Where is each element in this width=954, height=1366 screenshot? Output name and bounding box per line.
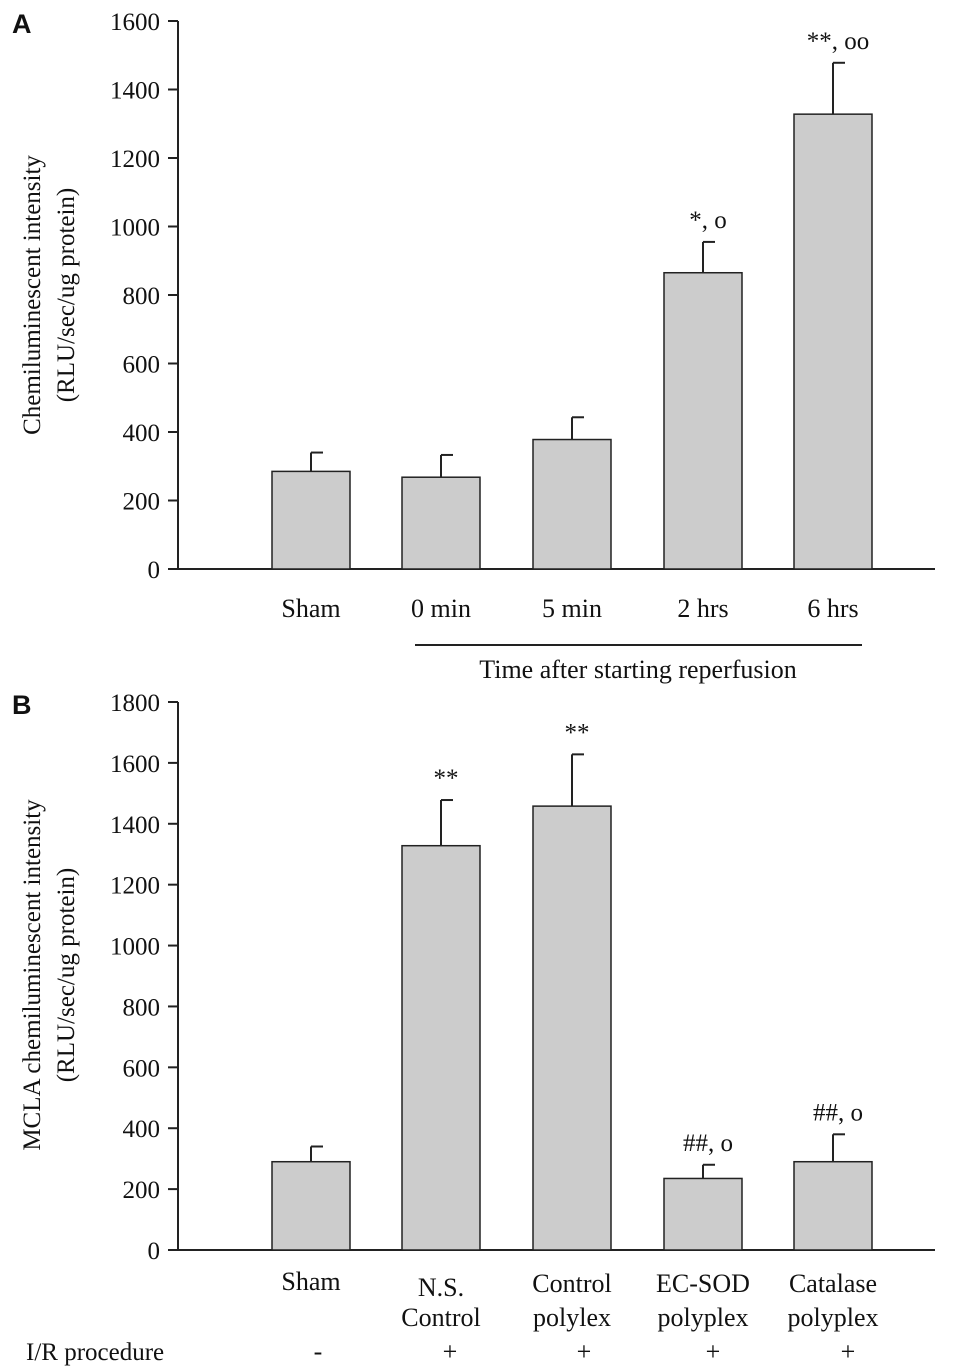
- panel-b-x-labels: Sham N.S.ControlControlpolylexEC-SODpolyp…: [281, 1267, 878, 1332]
- significance-annotation: *, o: [689, 207, 727, 234]
- bar: [271, 470, 351, 570]
- procedure-value: +: [841, 1337, 856, 1366]
- significance-annotation: **: [565, 719, 590, 746]
- panel-b-procedure-label: I/R procedure: [26, 1339, 164, 1366]
- panel-a-label: A: [12, 9, 32, 39]
- x-category-label: Control: [401, 1303, 480, 1332]
- y-tick-label: 1600: [110, 751, 160, 778]
- y-tick-label: 1200: [110, 873, 160, 900]
- y-tick-label: 0: [148, 1238, 161, 1265]
- bar: [663, 1177, 743, 1251]
- y-tick-label: 0: [148, 557, 161, 584]
- x-category-label: 0 min: [411, 594, 471, 623]
- bar: [271, 1160, 351, 1251]
- x-category-label: polyplex: [658, 1303, 749, 1332]
- y-tick-label: 1400: [110, 78, 160, 105]
- procedure-value: +: [577, 1337, 592, 1366]
- y-tick-label: 600: [123, 352, 161, 379]
- y-tick-label: 200: [123, 1177, 161, 1204]
- procedure-value: +: [706, 1337, 721, 1366]
- panel-a-ylabel-line2: (RLU/sec/ug protein): [53, 188, 80, 403]
- panel-a-bars: *, o **, oo: [271, 28, 873, 570]
- panel-b-procedure-values: - + + + +: [314, 1337, 856, 1366]
- y-tick-label: 600: [123, 1055, 161, 1082]
- bar: [401, 844, 481, 1251]
- bar: [793, 1160, 873, 1251]
- significance-annotation: ##, o: [683, 1130, 733, 1157]
- procedure-value: +: [443, 1337, 458, 1366]
- y-tick-label: 1600: [110, 9, 160, 36]
- y-tick-label: 400: [123, 1116, 161, 1143]
- y-tick-label: 400: [123, 420, 161, 447]
- y-tick-label: 800: [123, 283, 161, 310]
- y-tick-label: 1000: [110, 934, 160, 961]
- panel-b-label: B: [12, 690, 32, 720]
- y-tick-label: 1800: [110, 690, 160, 717]
- significance-annotation: ##, o: [813, 1099, 863, 1126]
- x-category-label: Control: [532, 1269, 611, 1298]
- bar: [532, 438, 612, 570]
- x-category-label: 2 hrs: [677, 594, 728, 623]
- x-category-label: polylex: [533, 1303, 611, 1332]
- panel-b-bars: ** ** ##, o ##, o: [271, 719, 873, 1251]
- x-category-label: 5 min: [542, 594, 602, 623]
- panel-a-ylabel-line1: Chemiluminescent intensity: [19, 155, 46, 435]
- y-tick-label: 1400: [110, 812, 160, 839]
- panel-a-group-label: Time after starting reperfusion: [479, 655, 796, 684]
- x-category-label: 6 hrs: [807, 594, 858, 623]
- significance-annotation: **: [434, 765, 459, 792]
- y-tick-label: 800: [123, 994, 161, 1021]
- panel-a-y-axis: 0 200 400 600 800 1000 1200 1400 1600: [110, 9, 935, 584]
- panel-a-x-labels: Sham 0 min 5 min 2 hrs 6 hrs: [281, 594, 858, 623]
- y-tick-label: 200: [123, 489, 161, 516]
- y-tick-label: 1000: [110, 215, 160, 242]
- bar: [532, 805, 612, 1251]
- x-category-label: Catalase: [789, 1269, 877, 1298]
- bar: [663, 271, 743, 570]
- panel-a-chart: A Chemiluminescent intensity (RLU/sec/ug…: [12, 9, 935, 684]
- significance-annotation: **, oo: [807, 28, 870, 55]
- panel-b-ylabel-line2: (RLU/sec/ug protein): [53, 868, 80, 1083]
- x-category-label: polyplex: [788, 1303, 879, 1332]
- x-category-label: N.S.: [418, 1273, 464, 1302]
- x-category-label: EC-SOD: [656, 1269, 750, 1298]
- panel-b-chart: B MCLA chemiluminescent intensity (RLU/s…: [12, 690, 935, 1366]
- x-category-label: Sham: [281, 1267, 340, 1296]
- procedure-value: -: [314, 1337, 323, 1366]
- x-category-label: Sham: [281, 594, 340, 623]
- panel-b-ylabel-line1: MCLA chemiluminescent intensity: [19, 799, 46, 1151]
- bar: [401, 476, 481, 570]
- bar: [793, 113, 873, 570]
- y-tick-label: 1200: [110, 146, 160, 173]
